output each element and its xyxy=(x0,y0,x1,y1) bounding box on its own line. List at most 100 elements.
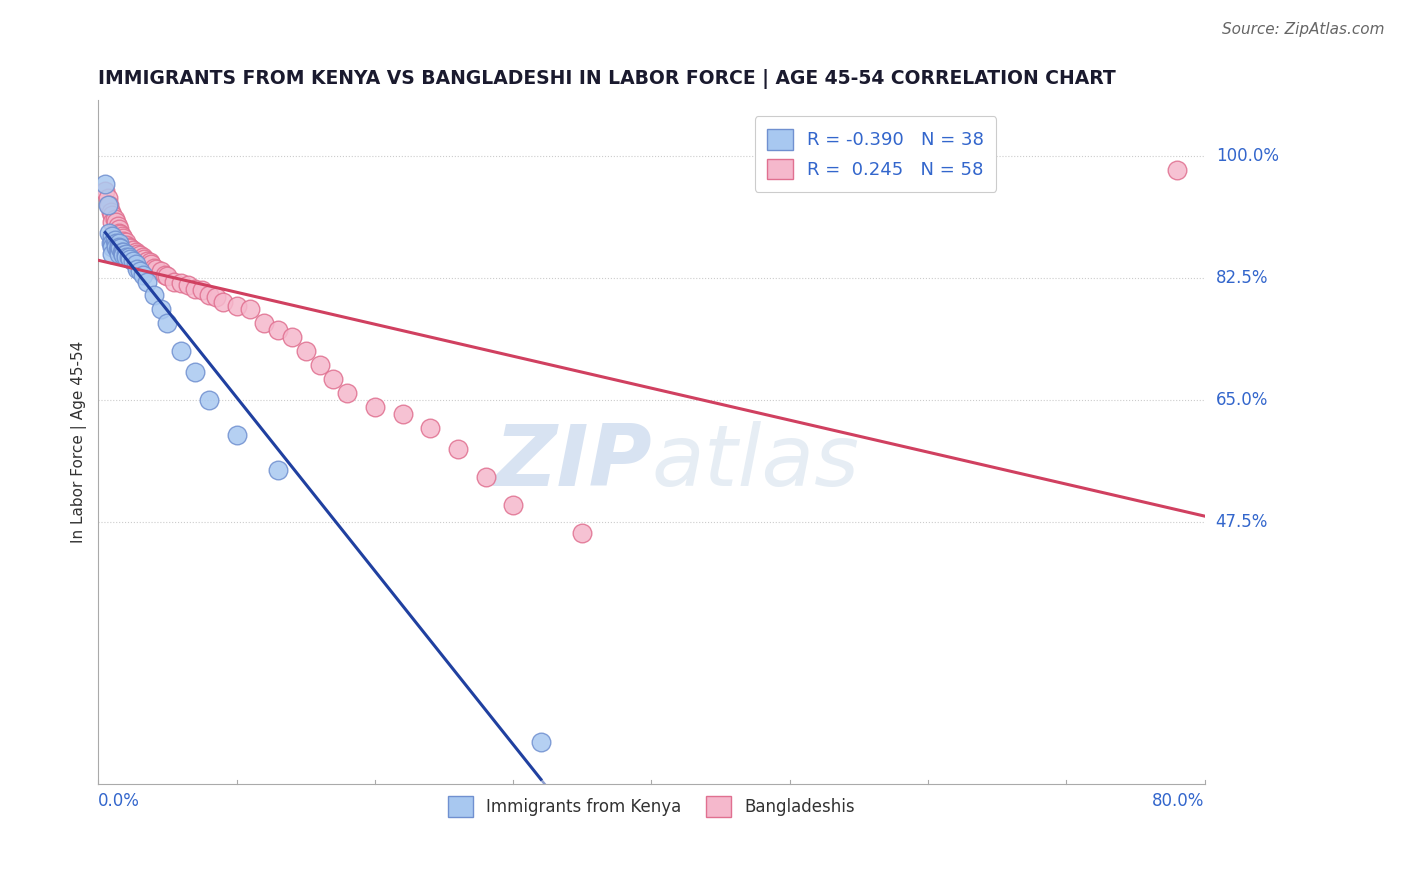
Point xyxy=(239,302,262,317)
Point xyxy=(198,393,221,408)
Point xyxy=(105,240,128,254)
Point xyxy=(474,470,496,484)
Point xyxy=(101,240,124,254)
Point xyxy=(149,302,172,317)
Point xyxy=(97,191,120,205)
Point xyxy=(112,234,135,248)
Point xyxy=(112,231,135,245)
Point xyxy=(108,240,131,254)
Point xyxy=(294,344,316,359)
Point xyxy=(191,283,214,297)
Point xyxy=(267,323,290,337)
Point xyxy=(111,245,134,260)
Point xyxy=(225,428,247,442)
Point xyxy=(225,299,247,313)
Point xyxy=(142,260,165,275)
Point xyxy=(115,246,138,260)
Point xyxy=(364,400,387,414)
Point xyxy=(100,204,122,219)
Point xyxy=(104,233,127,247)
Point xyxy=(322,372,344,386)
Text: IMMIGRANTS FROM KENYA VS BANGLADESHI IN LABOR FORCE | AGE 45-54 CORRELATION CHAR: IMMIGRANTS FROM KENYA VS BANGLADESHI IN … xyxy=(98,69,1116,88)
Point xyxy=(112,248,135,262)
Text: 80.0%: 80.0% xyxy=(1153,792,1205,810)
Point xyxy=(98,226,121,240)
Point xyxy=(112,245,135,260)
Point xyxy=(108,246,131,260)
Point xyxy=(145,262,167,277)
Text: Source: ZipAtlas.com: Source: ZipAtlas.com xyxy=(1222,22,1385,37)
Point xyxy=(308,358,330,372)
Point xyxy=(122,253,145,268)
Point xyxy=(94,177,117,191)
Point xyxy=(115,250,138,264)
Point xyxy=(118,240,141,254)
Point xyxy=(120,252,142,267)
Point xyxy=(211,295,233,310)
Point xyxy=(253,317,276,331)
Point xyxy=(97,198,120,212)
Point xyxy=(139,257,162,271)
Text: ZIP: ZIP xyxy=(494,421,651,504)
Point xyxy=(391,407,413,421)
Point xyxy=(107,219,129,233)
Point xyxy=(419,421,441,435)
Point xyxy=(530,735,553,749)
Point xyxy=(105,236,128,251)
Point xyxy=(125,257,148,271)
Point xyxy=(108,222,131,236)
Point xyxy=(120,241,142,255)
Point xyxy=(101,208,124,222)
Point xyxy=(142,288,165,302)
Point xyxy=(153,268,176,282)
Point xyxy=(125,246,148,260)
Point xyxy=(502,498,524,512)
Point xyxy=(156,268,179,283)
Text: 0.0%: 0.0% xyxy=(98,792,141,810)
Legend: Immigrants from Kenya, Bangladeshis: Immigrants from Kenya, Bangladeshis xyxy=(441,789,862,823)
Point xyxy=(125,245,148,260)
Point xyxy=(447,442,470,456)
Point xyxy=(107,243,129,257)
Point xyxy=(128,264,150,278)
Point xyxy=(100,236,122,251)
Point xyxy=(170,276,193,290)
Point xyxy=(132,252,155,267)
Point xyxy=(170,344,193,359)
Text: 100.0%: 100.0% xyxy=(1216,147,1278,165)
Point xyxy=(267,463,290,477)
Point xyxy=(125,262,148,277)
Y-axis label: In Labor Force | Age 45-54: In Labor Force | Age 45-54 xyxy=(72,341,87,543)
Point xyxy=(101,215,124,229)
Point xyxy=(135,253,157,268)
Point xyxy=(111,229,134,244)
Point xyxy=(118,250,141,264)
Point xyxy=(198,288,221,302)
Point xyxy=(281,330,304,344)
Point xyxy=(177,278,200,293)
Text: atlas: atlas xyxy=(651,421,859,504)
Point xyxy=(184,281,207,295)
Point xyxy=(135,275,157,289)
Point xyxy=(101,246,124,260)
Point xyxy=(104,211,127,226)
Point xyxy=(105,215,128,229)
Point xyxy=(101,236,124,251)
Point xyxy=(94,184,117,198)
Point xyxy=(156,317,179,331)
Point xyxy=(131,250,153,264)
Point xyxy=(110,227,132,241)
Point xyxy=(184,365,207,379)
Point xyxy=(163,275,186,289)
Point xyxy=(115,235,138,250)
Point xyxy=(205,290,228,304)
Point xyxy=(115,238,138,252)
Point xyxy=(98,198,121,212)
Point xyxy=(122,243,145,257)
Text: 47.5%: 47.5% xyxy=(1216,513,1268,531)
Point xyxy=(128,248,150,262)
Point xyxy=(108,226,131,240)
Point xyxy=(110,241,132,255)
Point xyxy=(101,229,124,244)
Point xyxy=(138,255,160,269)
